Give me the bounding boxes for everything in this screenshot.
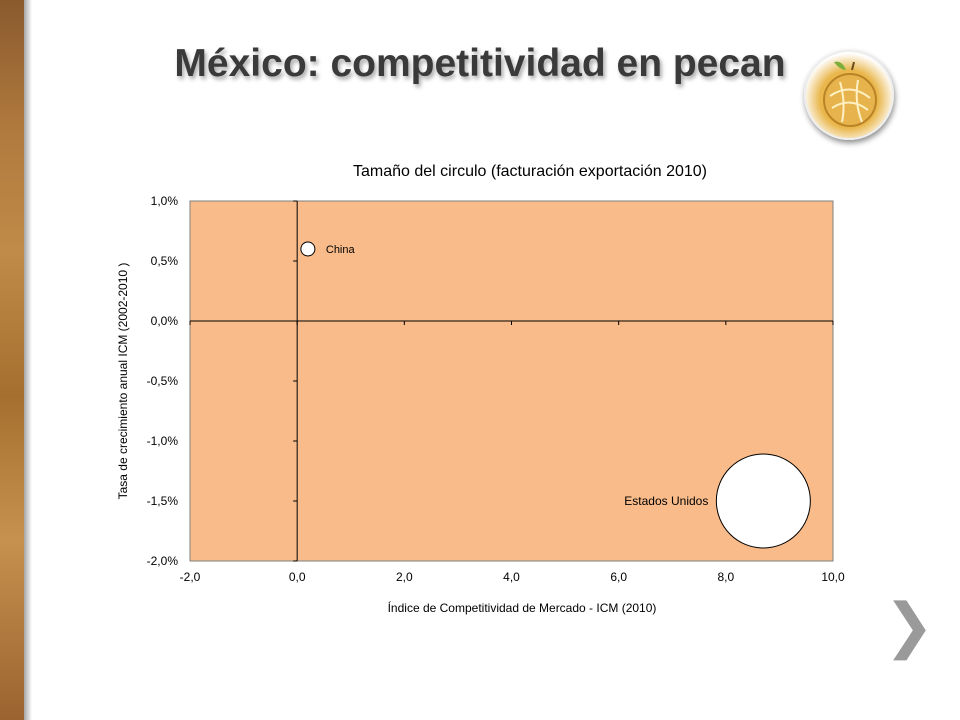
slide-title: México: competitividad en pecan — [174, 42, 786, 85]
x-tick-label: 4,0 — [503, 570, 520, 584]
bubble-label: Estados Unidos — [624, 494, 708, 508]
y-tick-label: -0,5% — [147, 374, 179, 388]
x-tick-label: 0,0 — [289, 570, 306, 584]
y-axis-label: Tasa de crecimiento anual ICM (2002-2010… — [116, 263, 130, 500]
y-tick-label: 0,0% — [151, 314, 179, 328]
y-tick-label: -1,5% — [147, 494, 179, 508]
pecan-logo-icon — [804, 50, 894, 140]
x-tick-label: 8,0 — [717, 570, 734, 584]
ticks: -2,0 0,0 2,0 4,0 6,0 8,0 10,0 1,0% 0,5% 0,0% -0,5%… — [147, 194, 845, 584]
x-tick-label: 6,0 — [610, 570, 627, 584]
x-axis-label: Índice de Competitividad de Mercado - IC… — [388, 600, 657, 615]
y-tick-label: 1,0% — [151, 194, 179, 208]
bubble-point — [715, 453, 811, 549]
chart-title: Tamaño del circulo (facturación exportac… — [353, 163, 707, 180]
bubble-point — [300, 241, 316, 257]
chevron-right-icon[interactable]: ❯ — [884, 592, 935, 659]
y-tick-label: 0,5% — [151, 254, 179, 268]
bubble-chart: Tamaño del circulo (facturación exportac… — [116, 163, 845, 615]
wood-border — [0, 0, 24, 720]
y-tick-label: -2,0% — [147, 554, 179, 568]
bubbles: China Estados Unidos — [300, 241, 811, 549]
wood-border-shadow — [24, 0, 32, 720]
y-tick-label: -1,0% — [147, 434, 179, 448]
bubble-label: China — [326, 244, 356, 256]
x-tick-label: 2,0 — [396, 570, 413, 584]
x-tick-label: -2,0 — [180, 570, 201, 584]
x-tick-label: 10,0 — [821, 570, 845, 584]
